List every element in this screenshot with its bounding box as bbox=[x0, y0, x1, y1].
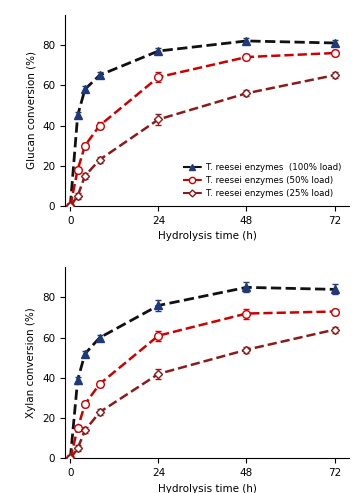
Y-axis label: Xylan conversion (%): Xylan conversion (%) bbox=[26, 308, 36, 418]
Y-axis label: Glucan conversion (%): Glucan conversion (%) bbox=[26, 51, 36, 170]
X-axis label: Hydrolysis time (h): Hydrolysis time (h) bbox=[158, 231, 256, 241]
X-axis label: Hydrolysis time (h): Hydrolysis time (h) bbox=[158, 484, 256, 493]
Legend: T. reesei enzymes  (100% load), T. reesei enzymes (50% load), T. reesei enzymes : T. reesei enzymes (100% load), T. reesei… bbox=[179, 159, 345, 202]
